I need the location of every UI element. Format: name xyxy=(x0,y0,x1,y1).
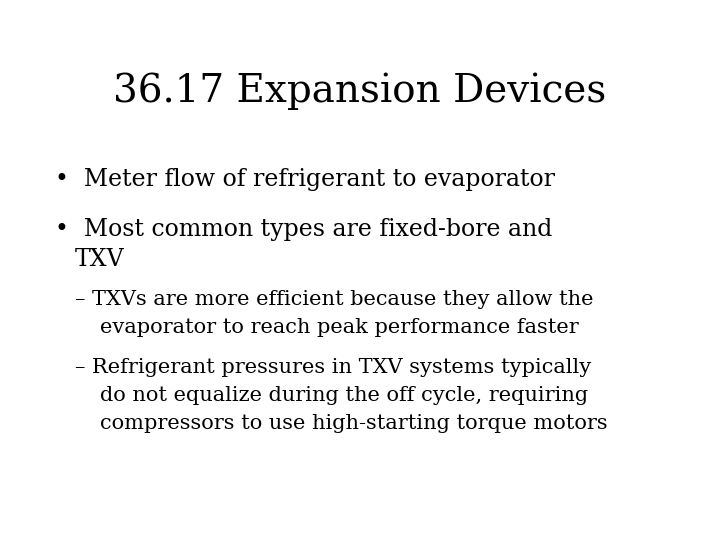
Text: compressors to use high-starting torque motors: compressors to use high-starting torque … xyxy=(100,414,608,433)
Text: •  Most common types are fixed-bore and: • Most common types are fixed-bore and xyxy=(55,218,552,241)
Text: evaporator to reach peak performance faster: evaporator to reach peak performance fas… xyxy=(100,318,579,337)
Text: – TXVs are more efficient because they allow the: – TXVs are more efficient because they a… xyxy=(75,290,593,309)
Text: – Refrigerant pressures in TXV systems typically: – Refrigerant pressures in TXV systems t… xyxy=(75,358,591,377)
Text: 36.17 Expansion Devices: 36.17 Expansion Devices xyxy=(113,72,607,110)
Text: do not equalize during the off cycle, requiring: do not equalize during the off cycle, re… xyxy=(100,386,588,405)
Text: TXV: TXV xyxy=(75,248,125,271)
Text: •  Meter flow of refrigerant to evaporator: • Meter flow of refrigerant to evaporato… xyxy=(55,168,555,191)
